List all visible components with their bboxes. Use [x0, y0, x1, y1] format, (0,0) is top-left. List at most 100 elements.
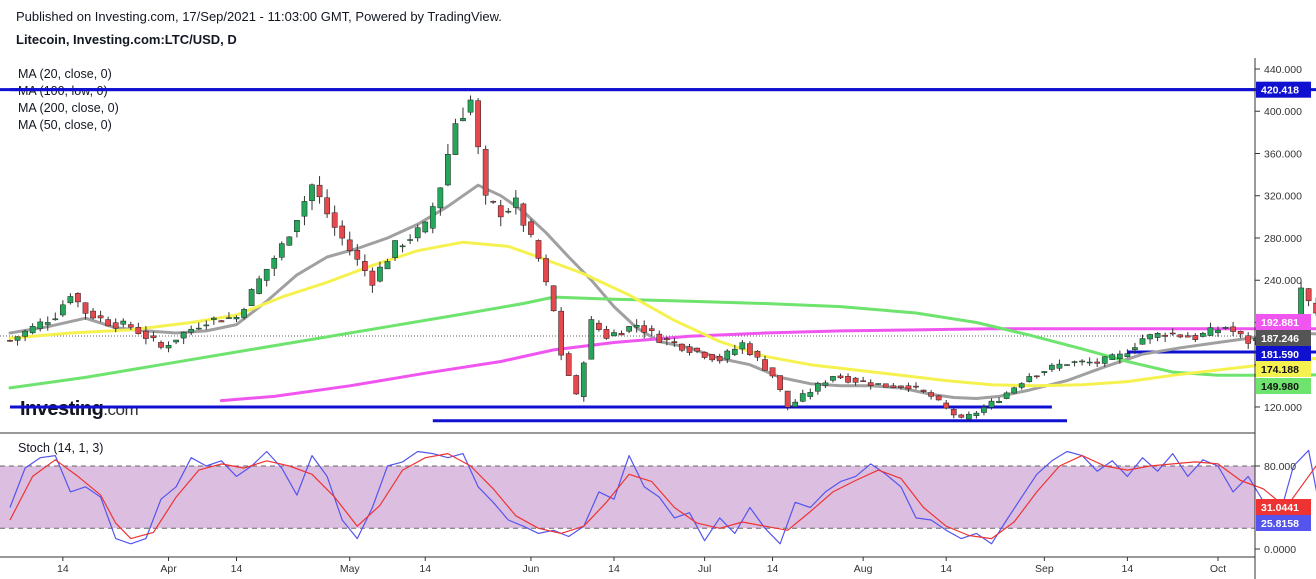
candle-down [150, 335, 157, 339]
candle-down [520, 203, 527, 226]
candle-down [845, 376, 851, 383]
candle-down [535, 240, 542, 259]
candle-up [263, 268, 270, 281]
candle-up [505, 210, 512, 213]
candle-up [822, 382, 829, 386]
candle-down [1162, 334, 1169, 337]
candle-up [211, 317, 217, 320]
candle-up [1132, 347, 1138, 350]
candle-down [1313, 302, 1316, 314]
candle-down [1033, 375, 1040, 378]
candle-up [445, 153, 451, 186]
candle-down [671, 341, 678, 344]
candle-up [241, 309, 247, 318]
stoch-series-line [9, 449, 1316, 545]
candle-down [112, 322, 119, 329]
candle-down [920, 389, 927, 392]
candle-down [958, 414, 965, 418]
candle-up [414, 227, 421, 239]
candle-up [996, 401, 1002, 403]
candle-down [97, 315, 104, 319]
candle-up [180, 332, 187, 339]
candle-down [1177, 334, 1184, 338]
candle-up [195, 327, 202, 330]
candle-up [188, 328, 195, 333]
candle-up [301, 201, 308, 217]
stochastic-panel[interactable] [0, 449, 1316, 545]
candle-down [82, 302, 89, 314]
price-value-label: 420.418 [1261, 85, 1299, 97]
price-panel[interactable]: P [0, 88, 1316, 423]
time-tick-label: Jul [698, 563, 711, 575]
candle-up [724, 350, 731, 360]
candle-up [286, 236, 293, 246]
candle-down [679, 343, 685, 351]
candle-down [75, 293, 81, 303]
candle-up [1101, 356, 1108, 364]
moving-average-line [8, 240, 1316, 388]
time-tick-label: Oct [1210, 563, 1226, 575]
candle-down [777, 375, 783, 390]
candle-up [1071, 361, 1078, 363]
stoch-value-badge [1256, 499, 1311, 515]
candle-up [429, 206, 436, 229]
candle-up [981, 407, 987, 413]
candle-down [943, 402, 950, 409]
candle-down [339, 225, 346, 239]
candle-down [573, 375, 580, 395]
candle-down [135, 326, 142, 335]
time-tick-label: May [340, 563, 361, 575]
candle-up [309, 184, 315, 202]
ma50-legend-item[interactable]: MA (50, close, 0) [18, 118, 112, 132]
stoch-legend-item[interactable]: Stoch (14, 1, 3) [18, 441, 104, 455]
price-value-badge [1256, 330, 1311, 346]
candle-down [913, 385, 919, 388]
candle-up [1222, 327, 1229, 329]
candle-down [762, 359, 768, 371]
candle-up [173, 339, 179, 343]
price-value-label: 174.188 [1261, 364, 1299, 376]
candle-down [1184, 335, 1191, 338]
time-tick-label: 14 [419, 563, 431, 575]
candle-up [271, 258, 278, 269]
candle-up [384, 261, 391, 270]
candle-down [7, 340, 13, 342]
candle-down [1094, 361, 1101, 364]
candle-down [1230, 326, 1236, 332]
candle-down [694, 347, 700, 352]
candle-down [618, 333, 625, 336]
axes: 440.000 400.000 360.000 320.000 280.000 240.0… [0, 58, 1311, 579]
candle-down [1245, 335, 1252, 344]
price-tick-label: 440.000 [1264, 64, 1302, 76]
candle-up [29, 326, 36, 334]
candle-up [1154, 333, 1161, 338]
candle-up [513, 197, 519, 208]
moving-average-line [8, 295, 1316, 390]
candle-down [882, 383, 889, 388]
price-value-badge [1256, 81, 1311, 98]
candle-down [656, 333, 663, 343]
logo-suffix: .com [103, 400, 139, 419]
symbol-title: Litecoin, Investing.com:LTC/USD, D [16, 32, 237, 47]
price-tick-label: 280.000 [1264, 233, 1302, 245]
candle-down [686, 346, 693, 353]
candle-down [90, 310, 96, 319]
ma200-legend-item[interactable]: MA (200, close, 0) [18, 101, 119, 115]
time-tick-label: Apr [160, 563, 177, 575]
candle-up [611, 332, 617, 337]
candle-up [392, 240, 398, 258]
candle-up [226, 317, 232, 319]
candle-up [626, 326, 632, 332]
candle-up [377, 266, 383, 282]
candle-down [709, 354, 715, 361]
candle-down [158, 342, 164, 348]
candle-down [641, 325, 648, 333]
candle-down [316, 184, 323, 198]
ma20-legend-item[interactable]: MA (20, close, 0) [18, 67, 112, 81]
candle-down [1192, 335, 1199, 340]
time-tick-label: 14 [608, 563, 620, 575]
candle-up [1056, 363, 1063, 369]
candle-up [422, 221, 429, 233]
candle-up [1011, 387, 1017, 394]
